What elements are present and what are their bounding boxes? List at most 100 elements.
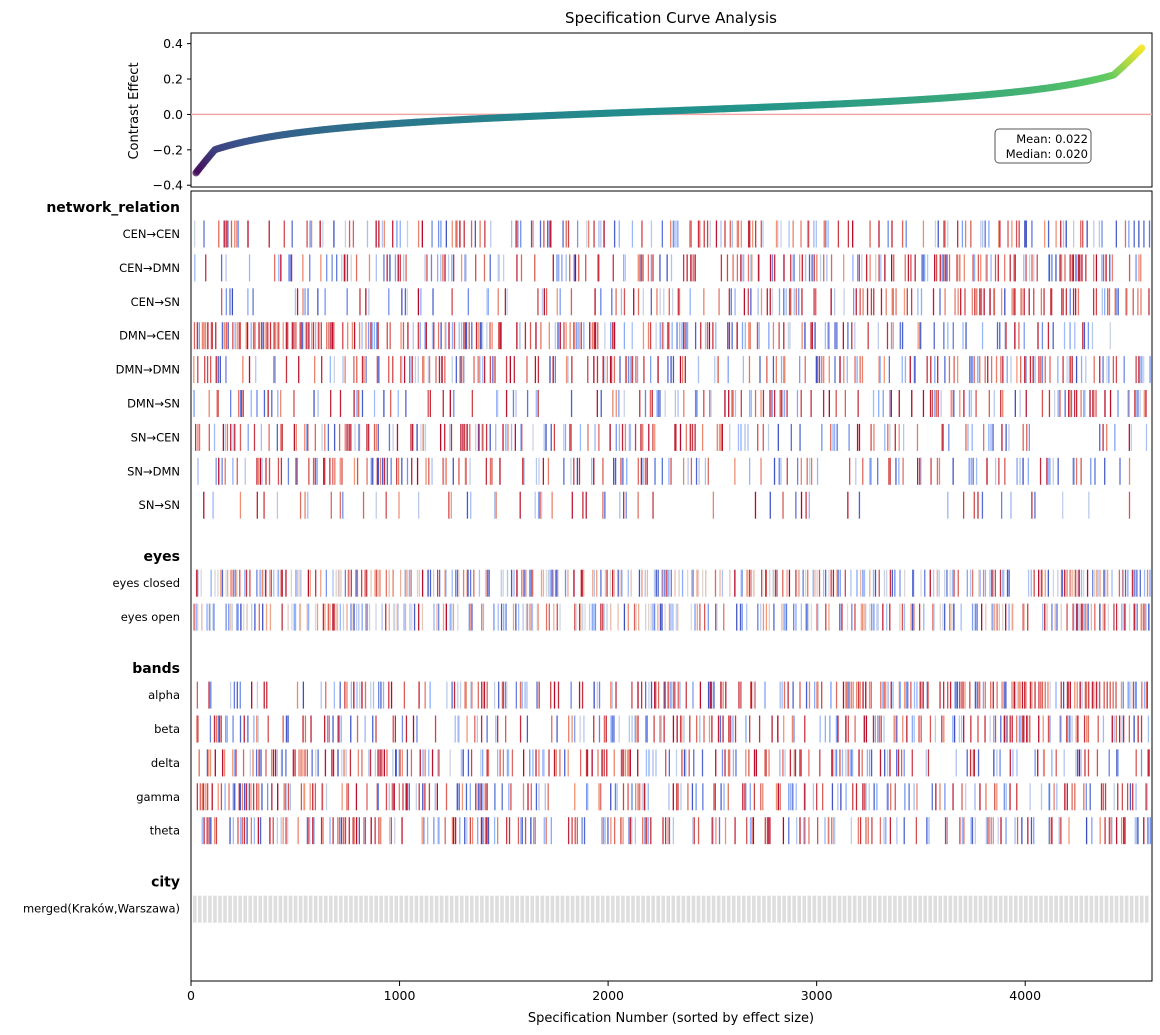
indicator-bar [575, 895, 580, 923]
indicator-bar [527, 783, 529, 811]
indicator-bar [1090, 603, 1092, 631]
indicator-bar [571, 715, 573, 743]
indicator-row [201, 817, 1151, 845]
indicator-bar [516, 569, 518, 597]
indicator-bar [550, 220, 552, 248]
indicator-bar [552, 356, 554, 384]
indicator-bar [262, 322, 265, 350]
indicator-bar [1024, 356, 1026, 384]
indicator-bar [622, 254, 625, 282]
indicator-bar [477, 356, 479, 384]
indicator-bar [1115, 288, 1117, 316]
indicator-bar [1021, 715, 1023, 743]
indicator-bar [339, 457, 341, 485]
indicator-bar [357, 749, 360, 777]
indicator-bar [622, 457, 624, 485]
indicator-bar [1104, 895, 1109, 923]
indicator-bar [721, 749, 724, 777]
indicator-bar [394, 603, 396, 631]
indicator-bar [1089, 390, 1091, 417]
indicator-bar [261, 783, 263, 811]
indicator-bar [473, 356, 475, 384]
indicator-bar [346, 681, 348, 709]
indicator-bar [727, 322, 729, 350]
indicator-bar [943, 220, 945, 248]
indicator-bar [981, 603, 983, 631]
indicator-bar [218, 457, 220, 485]
indicator-bar [753, 749, 756, 777]
indicator-bar [826, 254, 828, 282]
indicator-bar [556, 288, 558, 316]
indicator-bar [902, 423, 905, 451]
indicator-bar [388, 783, 390, 811]
indicator-bar [1136, 603, 1138, 631]
indicator-bar [1075, 749, 1077, 777]
indicator-bar [464, 895, 469, 923]
indicator-bar [893, 715, 895, 743]
indicator-bar [1059, 895, 1063, 923]
indicator-bar [942, 423, 944, 451]
indicator-bar [943, 681, 945, 709]
indicator-bar [225, 715, 227, 743]
indicator-bar [534, 817, 536, 845]
indicator-bar [587, 783, 589, 811]
indicator-bar [450, 491, 452, 519]
indicator-bar [898, 390, 900, 417]
indicator-bar [459, 220, 461, 248]
indicator-bar [385, 603, 387, 631]
indicator-bar [482, 356, 484, 384]
indicator-bar [361, 749, 363, 777]
indicator-bar [603, 603, 605, 631]
indicator-bar [815, 356, 818, 384]
indicator-bar [201, 322, 204, 350]
indicator-bar [217, 715, 220, 743]
indicator-bar [793, 288, 795, 316]
indicator-bar [857, 390, 859, 417]
indicator-bar [282, 817, 284, 845]
indicator-bar [714, 783, 716, 811]
indicator-bar [388, 356, 390, 384]
indicator-bar [878, 569, 880, 597]
indicator-bar [721, 569, 724, 597]
indicator-bar [617, 603, 619, 631]
indicator-bar [712, 817, 715, 845]
indicator-bar [480, 895, 484, 923]
indicator-bar [1055, 681, 1057, 709]
indicator-bar [386, 749, 388, 777]
indicator-bar [437, 220, 440, 248]
indicator-bar [777, 783, 779, 811]
indicator-bar [816, 569, 818, 597]
indicator-bar [690, 457, 693, 485]
indicator-bar [834, 356, 836, 384]
indicator-bar [470, 895, 474, 923]
indicator-bar [483, 356, 486, 384]
indicator-bar [401, 457, 403, 485]
indicator-bar [1003, 895, 1008, 923]
indicator-bar [424, 681, 426, 709]
indicator-bar [375, 569, 378, 597]
indicator-bar [782, 817, 785, 845]
indicator-bar [265, 603, 268, 631]
indicator-bar [591, 322, 594, 350]
indicator-bar [899, 681, 902, 709]
indicator-bar [808, 681, 811, 709]
indicator-bar [1063, 322, 1066, 350]
indicator-bar [358, 322, 361, 350]
indicator-bar [946, 569, 948, 597]
indicator-bar [464, 322, 466, 350]
indicator-bar [460, 423, 462, 451]
indicator-bar [314, 322, 317, 350]
indicator-bar [757, 288, 759, 316]
indicator-bar [287, 783, 290, 811]
indicator-bar [851, 603, 853, 631]
indicator-bar [800, 220, 802, 248]
mean-label: Mean: 0.022 [1016, 132, 1088, 146]
indicator-bar [683, 390, 685, 417]
indicator-bar [934, 390, 936, 417]
indicator-bar [499, 749, 501, 777]
indicator-bar [602, 603, 604, 631]
indicator-bar [732, 749, 735, 777]
indicator-bar [808, 749, 810, 777]
indicator-bar [1051, 254, 1053, 282]
indicator-bar [742, 783, 744, 811]
